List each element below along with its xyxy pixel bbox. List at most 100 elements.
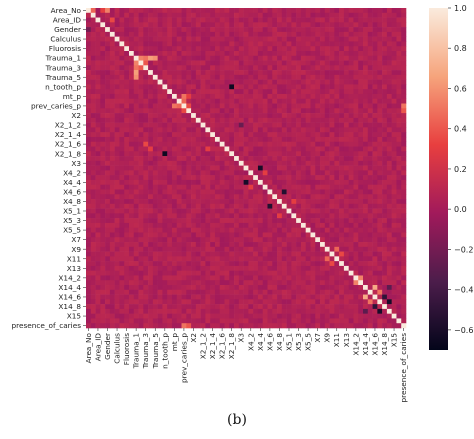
x-tick-label: X5_3	[294, 333, 303, 351]
heatmap-cell	[124, 74, 130, 80]
heatmap-cell	[272, 22, 278, 28]
heatmap-cell	[324, 60, 330, 66]
heatmap-cell	[248, 122, 254, 128]
heatmap-cell	[363, 60, 369, 66]
heatmap-cell	[229, 117, 235, 123]
heatmap-cell	[90, 98, 96, 104]
heatmap-cell	[219, 232, 225, 238]
heatmap-cell	[238, 208, 244, 214]
heatmap-cell	[114, 265, 120, 271]
heatmap-cell	[167, 232, 173, 238]
heatmap-cell	[186, 22, 192, 28]
heatmap-cell	[386, 127, 392, 133]
heatmap-cell	[339, 132, 345, 138]
heatmap-cell	[358, 165, 364, 171]
heatmap-cell	[157, 89, 163, 95]
heatmap-cell	[205, 98, 211, 104]
y-tick-label: X2_1_4	[55, 130, 82, 139]
heatmap-cell	[353, 308, 359, 314]
heatmap-cell	[253, 275, 259, 281]
heatmap-cell	[372, 108, 378, 114]
heatmap-cell	[377, 98, 383, 104]
heatmap-cell	[329, 93, 335, 100]
heatmap-cell	[253, 246, 259, 252]
heatmap-cell	[143, 50, 149, 57]
heatmap-cell	[391, 17, 397, 23]
heatmap-cell	[238, 41, 244, 47]
heatmap-cell	[191, 98, 197, 104]
heatmap-cell	[86, 189, 92, 195]
heatmap-cell	[324, 304, 330, 310]
heatmap-cell	[391, 74, 397, 80]
heatmap-cell	[391, 170, 397, 176]
heatmap-cell	[248, 203, 254, 209]
heatmap-cell	[86, 237, 92, 243]
heatmap-cell	[200, 289, 206, 295]
heatmap-cell	[353, 304, 359, 310]
heatmap-cell	[224, 136, 230, 143]
heatmap-cell	[167, 65, 173, 71]
heatmap-cell	[277, 218, 283, 224]
heatmap-cell	[176, 141, 182, 147]
heatmap-cell	[229, 89, 235, 95]
heatmap-cell	[167, 70, 173, 76]
heatmap-cell	[171, 113, 178, 119]
heatmap-cell	[95, 299, 101, 305]
heatmap-cell	[205, 65, 211, 71]
heatmap-cell	[119, 8, 125, 14]
heatmap-cell	[195, 313, 201, 319]
heatmap-cell	[128, 79, 135, 85]
heatmap-cell	[367, 203, 373, 209]
heatmap-cell	[181, 313, 187, 319]
heatmap-cell	[138, 308, 144, 314]
heatmap-cell	[90, 175, 96, 181]
heatmap-cell	[372, 313, 378, 319]
heatmap-cell	[162, 251, 168, 257]
heatmap-cell	[210, 146, 216, 152]
heatmap-cell	[100, 289, 106, 295]
heatmap-cell	[300, 98, 307, 104]
heatmap-cell	[114, 65, 120, 71]
heatmap-cell	[377, 60, 383, 66]
heatmap-cell	[363, 141, 369, 147]
heatmap-cell	[272, 265, 278, 271]
heatmap-cell	[320, 256, 326, 262]
y-tick-label: X13	[67, 264, 82, 273]
heatmap-cell	[171, 242, 178, 248]
heatmap-cell	[243, 113, 249, 119]
heatmap-cell	[86, 232, 92, 238]
heatmap-cell	[334, 65, 340, 71]
heatmap-cell	[334, 22, 340, 28]
heatmap-cell	[286, 151, 292, 157]
heatmap-cell	[205, 122, 211, 128]
heatmap-cell	[124, 232, 130, 238]
heatmap-cell	[305, 242, 311, 248]
heatmap-cell	[305, 98, 311, 104]
heatmap-cell	[353, 31, 359, 37]
heatmap-cell	[248, 46, 254, 52]
heatmap-cell	[234, 289, 240, 295]
heatmap-cell	[401, 74, 407, 80]
heatmap-cell	[219, 22, 225, 28]
heatmap-cell	[300, 8, 307, 14]
heatmap-cell	[391, 323, 397, 329]
heatmap-cell	[315, 36, 321, 42]
heatmap-cell	[186, 232, 192, 238]
heatmap-cell	[100, 27, 106, 33]
heatmap-cell	[234, 199, 240, 205]
heatmap-cell	[334, 74, 340, 80]
heatmap-cell	[358, 74, 364, 80]
heatmap-cell	[191, 270, 197, 276]
heatmap-cell	[339, 184, 345, 190]
heatmap-cell	[171, 84, 178, 90]
heatmap-cell	[386, 89, 392, 95]
heatmap-cell	[219, 84, 225, 90]
heatmap-cell	[148, 285, 154, 291]
heatmap-cell	[100, 184, 106, 190]
heatmap-cell	[210, 275, 216, 281]
heatmap-cell	[372, 304, 378, 310]
heatmap-cell	[200, 170, 206, 176]
heatmap-cell	[300, 179, 307, 186]
heatmap-cell	[363, 65, 369, 71]
heatmap-cell	[286, 141, 292, 147]
